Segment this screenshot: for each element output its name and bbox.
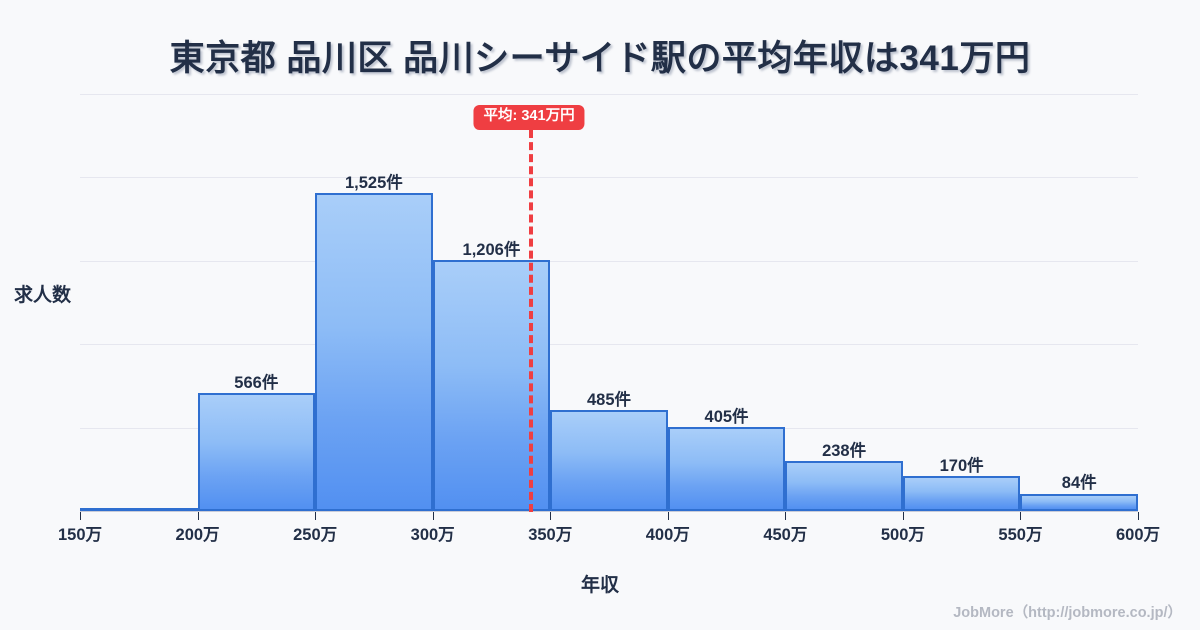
x-axis-tick — [1020, 512, 1022, 520]
bar-value-label: 485件 — [586, 390, 631, 409]
bar-value-label: 84件 — [1061, 474, 1097, 493]
histogram-bar[interactable] — [550, 409, 668, 511]
gridline — [80, 260, 1138, 262]
x-axis-tick-label: 300万 — [410, 526, 455, 544]
x-axis-tick — [667, 512, 669, 520]
x-axis-tick — [785, 512, 787, 520]
x-axis-tick — [432, 512, 434, 520]
x-axis-tick — [197, 512, 199, 520]
x-axis-tick — [1138, 512, 1139, 520]
histogram-bar[interactable] — [197, 393, 316, 511]
histogram-bar[interactable] — [80, 508, 198, 511]
axis-baseline — [80, 511, 1138, 512]
histogram-bar[interactable] — [315, 193, 433, 511]
bar-value-label: 566件 — [234, 373, 279, 392]
x-axis-tick-label: 550万 — [998, 526, 1043, 544]
gridline — [80, 94, 1138, 95]
x-axis-title: 年収 — [580, 575, 619, 596]
x-axis-tick — [550, 512, 552, 520]
x-axis-tick-label: 200万 — [175, 526, 220, 544]
histogram-bar[interactable] — [902, 475, 1021, 511]
bar-value-label: 1,525件 — [344, 174, 403, 193]
footer-watermark: JobMore（http://jobmore.co.jp/） — [953, 605, 1182, 621]
x-axis-tick-label: 150万 — [57, 526, 103, 544]
x-axis-tick-label: 250万 — [293, 526, 338, 544]
histogram-bar[interactable] — [785, 461, 903, 511]
bar-value-label: 238件 — [822, 442, 867, 461]
x-axis-tick-label: 500万 — [880, 526, 925, 544]
x-axis-tick — [80, 512, 81, 520]
plot-area — [80, 94, 1138, 512]
x-axis-tick-label: 600万 — [1115, 526, 1161, 544]
x-axis-tick — [902, 512, 904, 520]
gridline — [80, 177, 1138, 179]
page-title: 東京都 品川区 品川シーサイド駅の平均年収は341万円 — [169, 39, 1031, 78]
histogram-bar[interactable] — [667, 426, 786, 511]
histogram-bar[interactable] — [1020, 493, 1138, 511]
x-axis-tick-label: 400万 — [645, 526, 690, 544]
x-axis-tick-label: 350万 — [528, 526, 573, 544]
x-axis-tick — [315, 512, 317, 520]
x-axis-tick-label: 450万 — [763, 526, 808, 544]
bar-value-label: 1,206件 — [462, 240, 521, 259]
bar-value-label: 405件 — [704, 407, 749, 426]
bar-value-label: 170件 — [939, 456, 984, 475]
mean-badge: 平均: 341万円 — [473, 105, 585, 130]
y-axis-title: 求人数 — [14, 285, 72, 306]
gridline — [80, 344, 1138, 346]
mean-line — [529, 130, 534, 512]
